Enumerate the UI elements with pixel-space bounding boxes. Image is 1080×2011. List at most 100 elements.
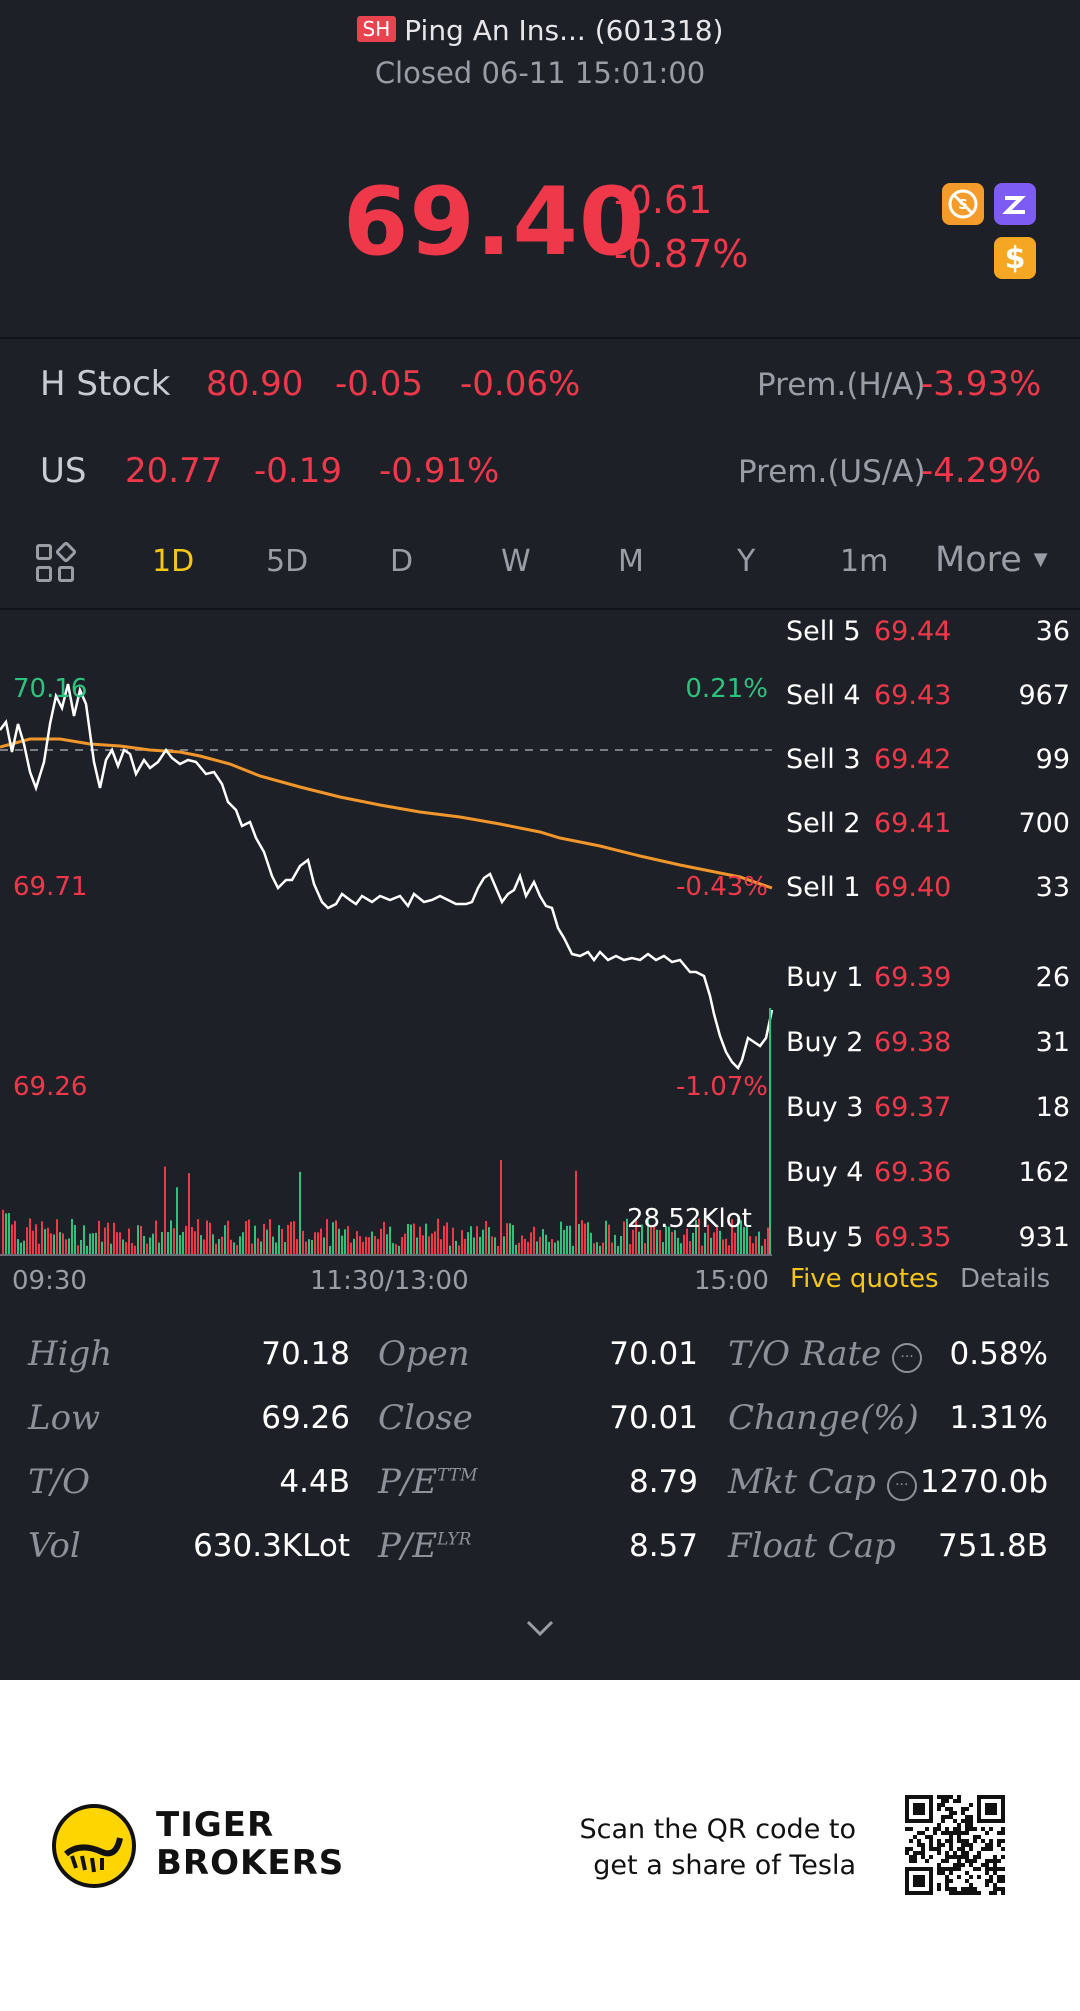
- tab-1d[interactable]: 1D: [152, 544, 195, 579]
- volume-bar: [206, 1220, 208, 1254]
- stat-turnover-label: T/O: [28, 1462, 91, 1502]
- volume-bar: [374, 1235, 376, 1254]
- volume-bar: [125, 1242, 127, 1254]
- tab-more[interactable]: More ▼: [935, 540, 1048, 580]
- tab-y[interactable]: Y: [737, 544, 756, 579]
- volume-bar: [323, 1237, 325, 1254]
- stat-change-pct-value: 1.31%: [949, 1400, 1048, 1436]
- volume-bar: [5, 1213, 7, 1254]
- buy-2-price: 69.38: [874, 1027, 952, 1058]
- sell-2-row[interactable]: Sell 2 69.41 700: [780, 808, 1080, 848]
- volume-bar: [89, 1233, 91, 1254]
- no-shorting-icon[interactable]: S: [942, 183, 984, 225]
- brand-name: TIGER BROKERS: [156, 1806, 344, 1882]
- volume-bar: [662, 1242, 664, 1254]
- info-icon[interactable]: ···: [892, 1343, 923, 1373]
- info-icon[interactable]: ···: [886, 1471, 917, 1501]
- buy-1-row[interactable]: Buy 1 69.39 26: [780, 962, 1080, 1002]
- volume-bar: [479, 1236, 481, 1254]
- sell-2-price: 69.41: [874, 808, 952, 839]
- tab-five-quotes[interactable]: Five quotes: [790, 1264, 939, 1294]
- volume-bar: [599, 1245, 601, 1254]
- volume-bar: [623, 1221, 625, 1254]
- stat-low-label: Low: [28, 1398, 101, 1438]
- sell-1-row[interactable]: Sell 1 69.40 33: [780, 872, 1080, 912]
- volume-bar: [743, 1227, 745, 1254]
- volume-bar: [659, 1230, 661, 1254]
- stat-high-label: High: [28, 1334, 113, 1374]
- volume-bar: [593, 1243, 595, 1254]
- chart-low-pct: -1.07%: [676, 1072, 768, 1102]
- h-stock-row[interactable]: H Stock 80.90 -0.05 -0.06% Prem.(H/A) -3…: [0, 364, 1080, 424]
- volume-bar: [77, 1245, 79, 1254]
- tab-1m[interactable]: 1m: [840, 544, 889, 579]
- chart-high-pct: 0.21%: [685, 674, 768, 704]
- buy-2-row[interactable]: Buy 2 69.38 31: [780, 1027, 1080, 1067]
- time-end: 15:00: [694, 1266, 769, 1296]
- stat-float-cap-label: Float Cap: [728, 1526, 896, 1566]
- tab-m[interactable]: M: [618, 544, 644, 579]
- volume-bar: [212, 1234, 214, 1254]
- volume-bar: [602, 1242, 604, 1254]
- volume-bar: [353, 1238, 355, 1254]
- buy-4-row[interactable]: Buy 4 69.36 162: [780, 1157, 1080, 1197]
- volume-bar: [296, 1239, 298, 1254]
- volume-bar: [503, 1236, 505, 1254]
- intraday-chart[interactable]: 70.16 69.71 69.26 0.21% -0.43% -1.07% 28…: [0, 612, 780, 1302]
- volume-bar: [653, 1224, 655, 1254]
- volume-bar: [581, 1220, 583, 1254]
- volume-bar: [716, 1224, 718, 1254]
- volume-bar: [674, 1230, 676, 1254]
- tab-w[interactable]: W: [501, 544, 531, 579]
- to-rate-text: T/O Rate: [728, 1334, 882, 1374]
- volume-bar: [404, 1233, 406, 1254]
- volume-bar: [53, 1234, 55, 1254]
- buy-2-label: Buy 2: [786, 1027, 864, 1058]
- volume-bar: [746, 1226, 748, 1254]
- buy-5-label: Buy 5: [786, 1222, 864, 1253]
- volume-bar: [620, 1236, 622, 1254]
- tab-details[interactable]: Details: [960, 1264, 1051, 1294]
- buy-5-row[interactable]: Buy 5 69.35 931: [780, 1222, 1080, 1262]
- volume-bar: [545, 1234, 547, 1254]
- tab-more-label: More: [935, 540, 1022, 580]
- sell-3-row[interactable]: Sell 3 69.42 99: [780, 744, 1080, 784]
- sell-4-row[interactable]: Sell 4 69.43 967: [780, 680, 1080, 720]
- volume-bar: [236, 1245, 238, 1254]
- price-line: [0, 683, 774, 1071]
- volume-bar: [260, 1241, 262, 1254]
- volume-bar: [101, 1241, 103, 1254]
- h-premium-value: -3.93%: [921, 364, 1042, 404]
- volume-label: 28.52Klot: [627, 1204, 752, 1234]
- us-row[interactable]: US 20.77 -0.19 -0.91% Prem.(US/A) -4.29%: [0, 451, 1080, 511]
- brand-line-1: TIGER: [156, 1805, 275, 1845]
- volume-bar: [41, 1221, 43, 1254]
- tab-5d[interactable]: 5D: [266, 544, 309, 579]
- volume-bar: [65, 1239, 67, 1254]
- buy-5-price: 69.35: [874, 1222, 952, 1253]
- volume-bar: [266, 1229, 268, 1254]
- average-price-line: [0, 737, 773, 890]
- us-price: 20.77: [125, 451, 223, 491]
- volume-bar: [686, 1228, 688, 1254]
- volume-bar: [230, 1239, 232, 1254]
- volume-bar: [80, 1239, 82, 1254]
- volume-bar: [521, 1235, 523, 1254]
- tab-d[interactable]: D: [390, 544, 414, 579]
- dollar-icon[interactable]: $: [994, 237, 1036, 279]
- svg-text:S: S: [958, 198, 967, 213]
- stock-title[interactable]: SH Ping An Ins... (601318): [0, 14, 1080, 47]
- chart-layout-icon[interactable]: [36, 540, 78, 586]
- buy-3-row[interactable]: Buy 3 69.37 18: [780, 1092, 1080, 1132]
- volume-bar: [575, 1170, 577, 1254]
- sell-5-row[interactable]: Sell 5 69.44 36: [780, 616, 1080, 656]
- buy-4-qty: 162: [1018, 1157, 1070, 1188]
- volume-bar: [56, 1219, 58, 1254]
- volume-bar: [512, 1225, 514, 1254]
- margin-icon[interactable]: [994, 183, 1036, 225]
- chevron-down-icon[interactable]: [524, 1616, 556, 1640]
- volume-bar: [761, 1245, 763, 1254]
- volume-bar: [719, 1230, 721, 1254]
- sell-2-qty: 700: [1018, 808, 1070, 839]
- volume-bar: [158, 1242, 160, 1254]
